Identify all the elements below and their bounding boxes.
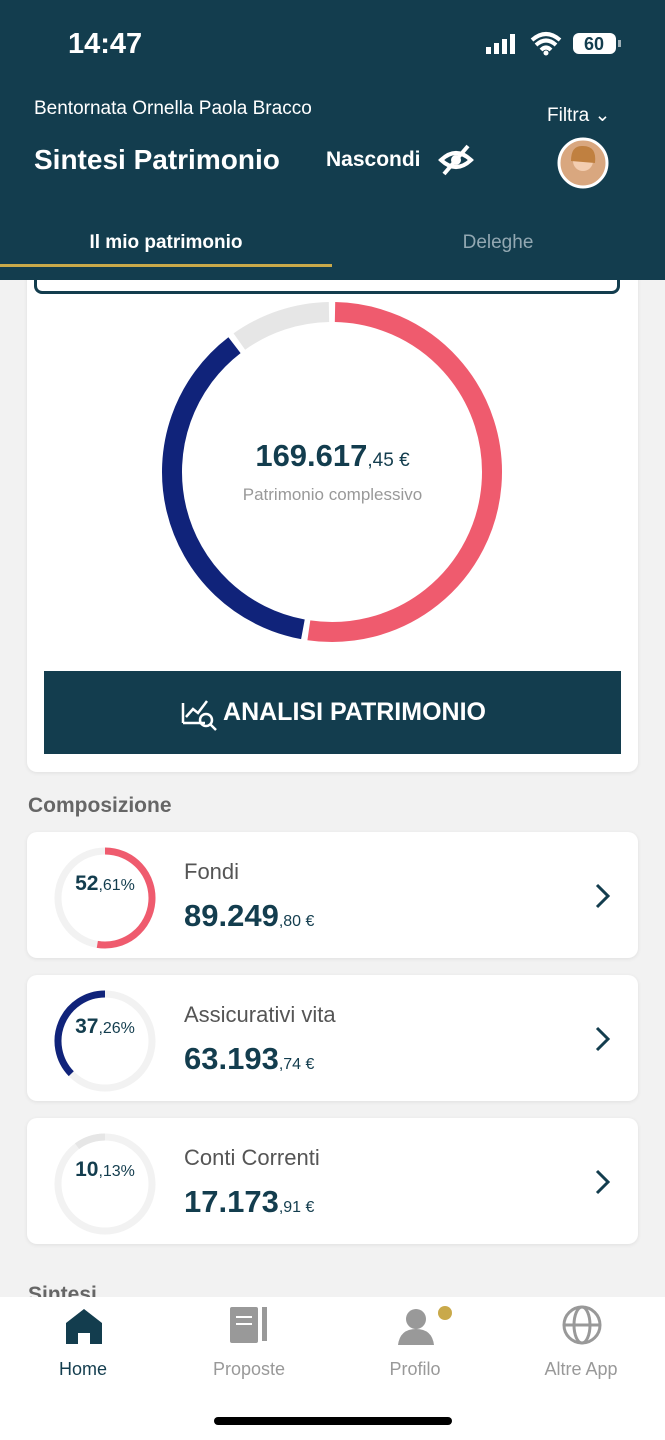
share-dec: ,13% — [98, 1163, 135, 1180]
bottom-nav: Home Proposte Profilo Altre App — [0, 1297, 665, 1440]
share-int: 10 — [75, 1158, 99, 1181]
donut-track — [54, 1133, 156, 1235]
tab-underline — [0, 264, 332, 267]
amount-int: 63.193 — [184, 1041, 279, 1076]
donut-segment — [96, 847, 156, 949]
tab[interactable]: Deleghe — [462, 232, 534, 253]
amount: 17.173,91 € — [184, 1184, 314, 1220]
tab-active[interactable]: Il mio patrimonio — [89, 232, 243, 253]
amount-int: 89.249 — [184, 898, 279, 933]
amount-dec: ,91 € — [278, 1199, 315, 1216]
chevron — [595, 1026, 611, 1052]
total-int: 169.617 — [255, 438, 368, 473]
share: 37,26% — [55, 1015, 155, 1039]
donut-segment — [74, 1133, 106, 1150]
greeting: Bentornata Ornella Paola Bracco — [34, 98, 312, 119]
battery: 60 — [584, 34, 604, 54]
mini-donut — [54, 990, 156, 1092]
share-int: 52 — [75, 872, 99, 895]
time: 14:47 — [68, 28, 143, 60]
filter-label[interactable]: Filtra — [547, 105, 590, 126]
composition-item[interactable]: 52,61% Fondi 89.249,80 € — [27, 832, 638, 958]
home-indicator — [214, 1417, 452, 1425]
total-label: Patrimonio complessivo — [242, 485, 423, 504]
item-name: Conti Correnti — [184, 1145, 320, 1170]
donut-segment — [307, 302, 502, 642]
chevron — [595, 1169, 611, 1195]
total-dec: ,45 € — [367, 450, 410, 471]
composition-item[interactable]: 37,26% Assicurativi vita 63.193,74 € — [27, 975, 638, 1101]
status-icons: 60 — [486, 32, 621, 56]
button-label[interactable]: ANALISI PATRIMONIO — [223, 698, 486, 726]
analysis-icon — [181, 699, 217, 731]
composition-item[interactable]: 10,13% Conti Correnti 17.173,91 € — [27, 1118, 638, 1244]
donut-segment — [54, 990, 106, 1077]
amount: 89.249,80 € — [184, 898, 314, 934]
section-title: Composizione — [28, 794, 172, 817]
summary-card: Hai selezionato tutte le squadre di inte… — [27, 250, 638, 772]
donut-chart — [162, 302, 502, 642]
amount-dec: ,74 € — [278, 1056, 315, 1073]
donut-segment — [233, 302, 330, 350]
analysis-button[interactable]: ANALISI PATRIMONIO — [44, 671, 621, 754]
nav-item[interactable]: Proposte — [212, 1359, 286, 1379]
mini-donut — [54, 1133, 156, 1235]
filter[interactable]: Filtra ⌄ — [547, 105, 611, 126]
nav-item[interactable]: Profilo — [389, 1359, 441, 1379]
donut-segment — [162, 337, 305, 640]
share-dec: ,26% — [98, 1020, 135, 1037]
header: 14:47 60 Bentornata Ornella Paola Bracco… — [0, 0, 665, 280]
item-name: Fondi — [184, 859, 240, 884]
nav-item[interactable]: Altre App — [544, 1359, 618, 1379]
amount: 63.193,74 € — [184, 1041, 314, 1077]
title: Sintesi Patrimonio — [34, 144, 280, 175]
chevron — [595, 883, 611, 909]
share: 52,61% — [55, 872, 155, 896]
share-dec: ,61% — [98, 877, 135, 894]
amount-int: 17.173 — [184, 1184, 279, 1219]
total: 169.617,45 € — [27, 438, 638, 474]
nav-item[interactable]: Home — [58, 1359, 107, 1379]
share-int: 37 — [75, 1015, 99, 1038]
amount-dec: ,80 € — [278, 913, 315, 930]
hide-label[interactable]: Nascondi — [326, 148, 421, 171]
share: 10,13% — [55, 1158, 155, 1182]
mini-donut — [54, 847, 156, 949]
item-name: Assicurativi vita — [184, 1002, 336, 1027]
avatar[interactable] — [557, 137, 609, 189]
nav-icons — [66, 1305, 602, 1345]
eye-off-icon[interactable] — [438, 144, 474, 176]
